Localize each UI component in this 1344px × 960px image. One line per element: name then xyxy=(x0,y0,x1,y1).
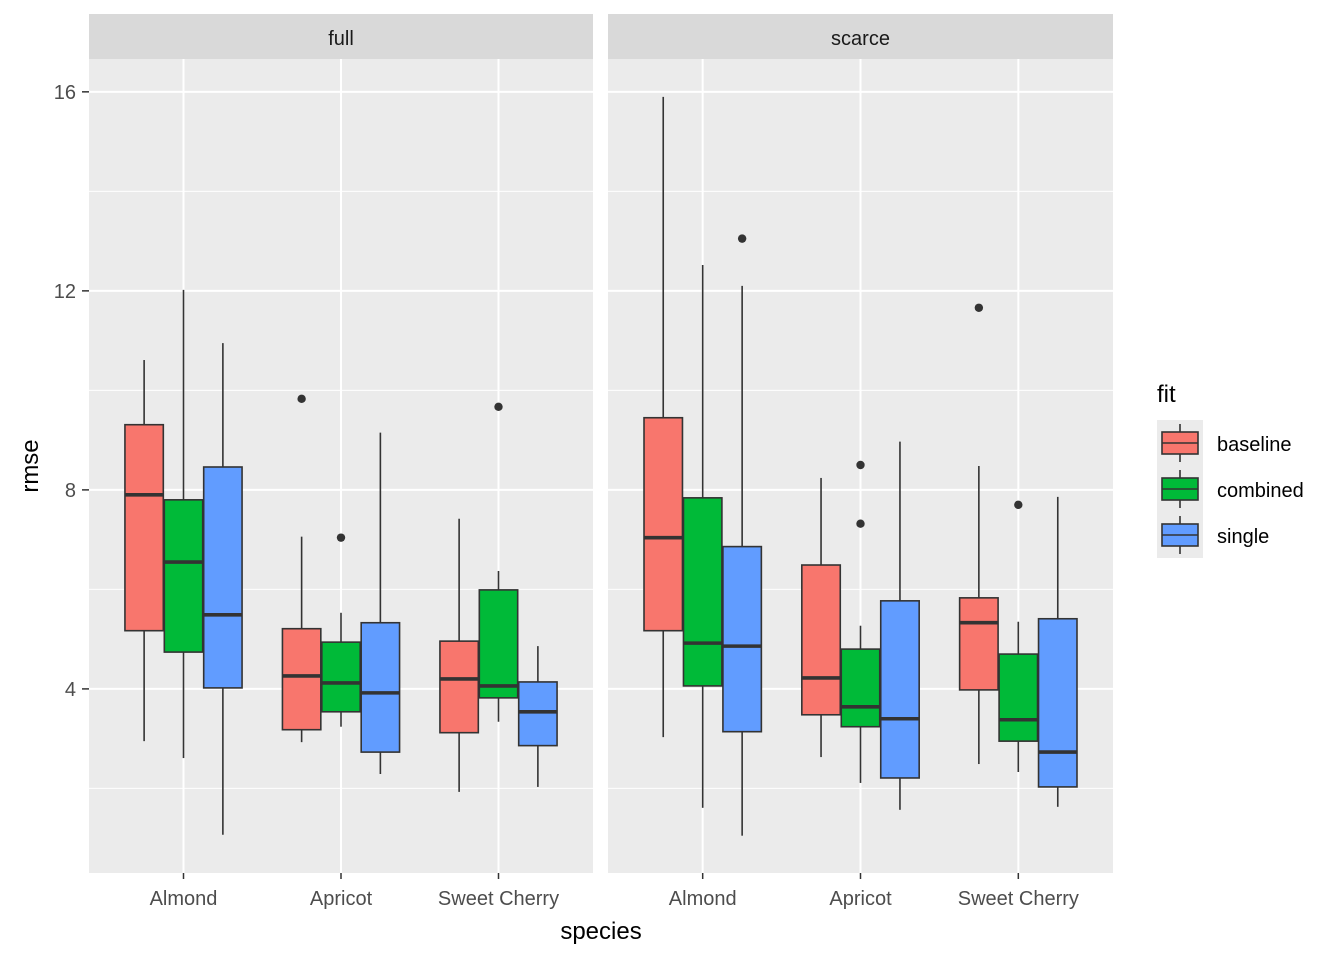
box-almond-baseline xyxy=(124,360,165,742)
facet-strip xyxy=(608,14,1113,59)
box-apricot-baseline xyxy=(281,394,322,743)
outlier-point xyxy=(494,402,503,411)
box-almond-single xyxy=(202,343,243,835)
box-iqr xyxy=(124,423,165,632)
box-apricot-baseline xyxy=(801,477,842,758)
legend-entry-combined: combined xyxy=(1157,466,1304,512)
box-apricot-single xyxy=(360,432,401,774)
facet-strip-label: scarce xyxy=(831,28,890,50)
facet-strip xyxy=(89,14,593,59)
box-iqr xyxy=(643,416,684,632)
box-iqr xyxy=(682,497,723,687)
x-tick-label: Almond xyxy=(150,888,218,910)
box-iqr xyxy=(281,627,322,731)
box-iqr xyxy=(840,648,881,728)
facet-panel-full: full Almond Apricot Sweet Cherry xyxy=(89,14,593,910)
box-apricot-single xyxy=(879,441,920,810)
box-apricot-combined xyxy=(321,533,361,727)
y-axis: 4 8 12 16 xyxy=(54,82,89,701)
box-iqr xyxy=(879,600,920,779)
y-tick-label: 16 xyxy=(54,82,76,104)
box-iqr xyxy=(163,499,204,653)
legend-entry-single: single xyxy=(1157,512,1269,558)
box-almond-combined xyxy=(163,289,204,759)
box-iqr xyxy=(1037,617,1078,788)
x-axis-title: species xyxy=(560,918,641,945)
box-sweet-cherry-single xyxy=(517,646,558,787)
box-iqr xyxy=(478,589,519,699)
legend-title: fit xyxy=(1157,381,1176,408)
legend-label: combined xyxy=(1217,480,1304,502)
facet-panel-scarce: scarce Almond Apricot Sweet Cherry xyxy=(608,14,1113,910)
y-axis-title: rmse xyxy=(17,439,44,492)
box-iqr xyxy=(722,545,763,733)
box-iqr xyxy=(202,466,243,689)
outlier-point xyxy=(974,303,984,312)
outlier-point xyxy=(297,394,306,404)
outlier-point xyxy=(856,519,865,528)
box-sweet-cherry-baseline xyxy=(958,303,999,765)
box-iqr xyxy=(998,653,1039,742)
box-almond-combined xyxy=(682,264,723,808)
box-apricot-combined xyxy=(840,460,881,783)
box-iqr xyxy=(517,681,558,747)
legend-label: single xyxy=(1217,526,1269,548)
box-sweet-cherry-baseline xyxy=(439,518,480,792)
box-almond-single xyxy=(722,234,763,836)
y-tick-label: 8 xyxy=(65,480,76,502)
box-iqr xyxy=(360,621,401,753)
x-tick-label: Apricot xyxy=(310,888,373,910)
y-tick-label: 12 xyxy=(54,281,76,303)
x-tick-label: Almond xyxy=(669,888,737,910)
outlier-point xyxy=(336,533,346,542)
y-tick-label: 4 xyxy=(65,679,76,701)
facet-panels: full Almond Apricot Sweet Cherry scarce Almon… xyxy=(89,14,1113,910)
outlier-point xyxy=(856,460,865,470)
facet-strip-label: full xyxy=(328,28,354,50)
x-tick-label: Sweet Cherry xyxy=(958,888,1079,910)
outlier-point xyxy=(1014,500,1023,510)
box-iqr xyxy=(801,564,842,716)
box-almond-baseline xyxy=(643,96,684,738)
box-sweet-cherry-combined xyxy=(998,500,1039,772)
legend-entry-baseline: baseline xyxy=(1157,420,1292,466)
box-sweet-cherry-combined xyxy=(478,402,519,722)
legend-label: baseline xyxy=(1217,434,1292,456)
box-iqr xyxy=(958,597,999,691)
box-iqr xyxy=(439,640,480,734)
box-iqr xyxy=(321,641,361,713)
x-tick-label: Apricot xyxy=(829,888,892,910)
box-sweet-cherry-single xyxy=(1037,496,1078,807)
outlier-point xyxy=(737,234,747,243)
x-tick-label: Sweet Cherry xyxy=(438,888,559,910)
legend: fit baseline combined single xyxy=(1157,381,1304,558)
